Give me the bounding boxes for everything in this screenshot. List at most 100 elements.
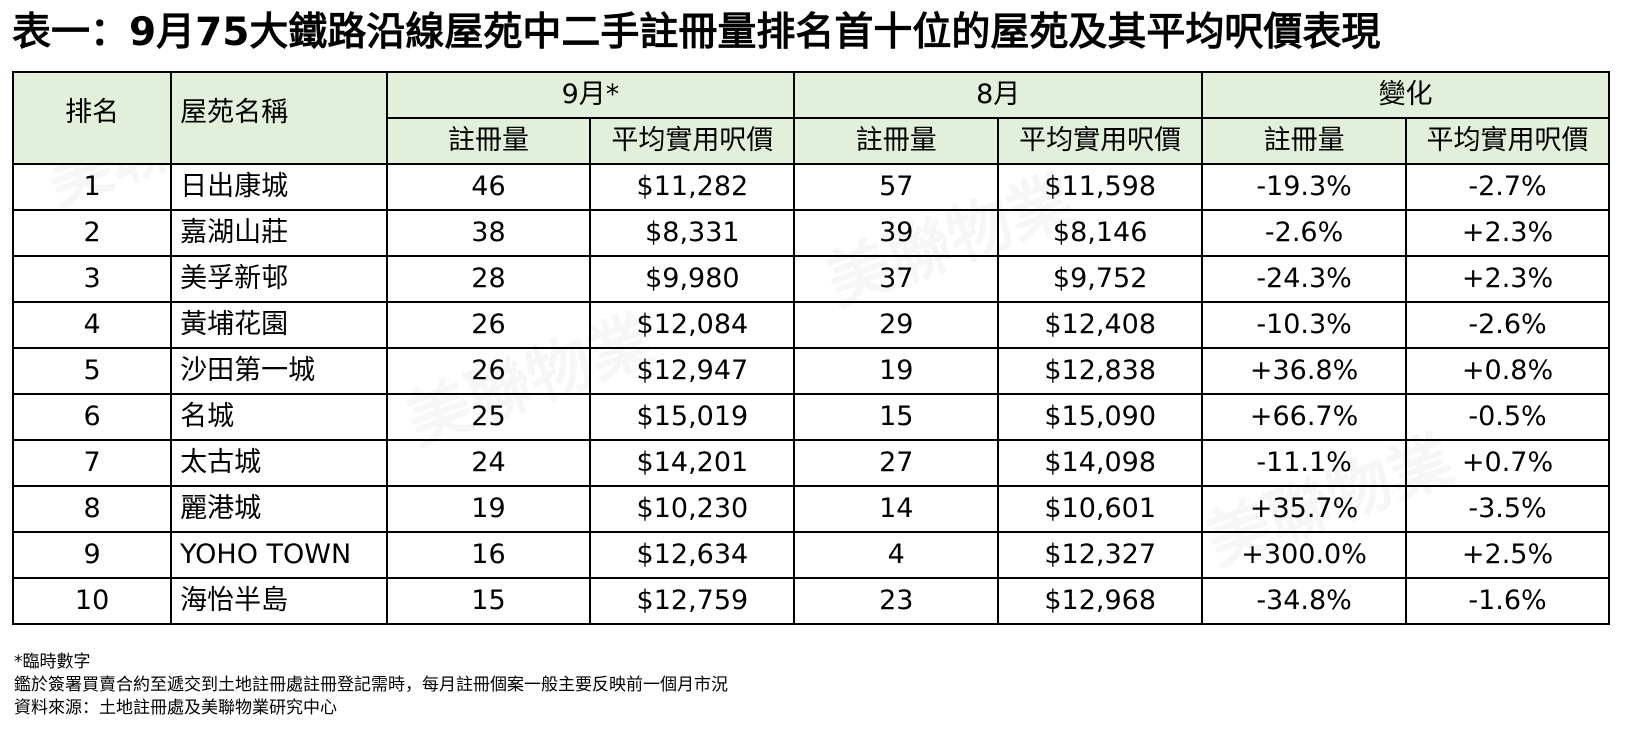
table-row: 4 黃埔花園 26 $12,084 29 $12,408 -10.3% -2.6%: [11, 301, 1610, 349]
cell-rank: 10: [11, 577, 173, 625]
cell-sep-price: $14,201: [589, 439, 796, 487]
header-aug-reg: 註冊量: [793, 117, 1000, 165]
cell-aug-price: $12,408: [997, 301, 1204, 349]
cell-sep-reg: 38: [385, 209, 592, 257]
cell-sep-price: $10,230: [589, 485, 796, 533]
cell-estate: 海怡半島: [170, 577, 388, 625]
cell-sep-price: $11,282: [589, 163, 796, 211]
ranking-table: 排名 屋苑名稱 9月* 8月 變化 註冊量 平均實用呎價 註冊量 平均實用呎價 …: [11, 71, 1610, 625]
cell-rank: 3: [11, 255, 173, 303]
cell-sep-reg: 15: [385, 577, 592, 625]
cell-chg-price: -0.5%: [1405, 393, 1610, 441]
cell-aug-price: $14,098: [997, 439, 1204, 487]
cell-rank: 7: [11, 439, 173, 487]
cell-chg-price: +0.7%: [1405, 439, 1610, 487]
cell-chg-reg: -24.3%: [1201, 255, 1408, 303]
cell-rank: 9: [11, 531, 173, 579]
cell-aug-reg: 29: [793, 301, 1000, 349]
cell-estate: 黃埔花園: [170, 301, 388, 349]
table-row: 2 嘉湖山莊 38 $8,331 39 $8,146 -2.6% +2.3%: [11, 209, 1610, 257]
cell-sep-reg: 46: [385, 163, 592, 211]
header-rank: 排名: [11, 71, 173, 165]
cell-aug-price: $15,090: [997, 393, 1204, 441]
footnote-source: 資料來源：土地註冊處及美聯物業研究中心: [14, 698, 337, 718]
cell-chg-price: +0.8%: [1405, 347, 1610, 395]
footnote-provisional: *臨時數字: [14, 652, 91, 672]
cell-aug-reg: 19: [793, 347, 1000, 395]
cell-estate: 麗港城: [170, 485, 388, 533]
cell-aug-reg: 14: [793, 485, 1000, 533]
cell-aug-reg: 23: [793, 577, 1000, 625]
cell-sep-price: $9,980: [589, 255, 796, 303]
cell-chg-price: +2.3%: [1405, 255, 1610, 303]
cell-rank: 2: [11, 209, 173, 257]
cell-sep-reg: 16: [385, 531, 592, 579]
cell-chg-reg: +35.7%: [1201, 485, 1408, 533]
cell-chg-price: +2.5%: [1405, 531, 1610, 579]
header-chg-reg: 註冊量: [1201, 117, 1408, 165]
header-aug: 8月: [793, 71, 1204, 119]
cell-aug-price: $8,146: [997, 209, 1204, 257]
cell-rank: 5: [11, 347, 173, 395]
cell-chg-price: -2.6%: [1405, 301, 1610, 349]
cell-estate: 沙田第一城: [170, 347, 388, 395]
header-aug-price: 平均實用呎價: [997, 117, 1204, 165]
table-row: 8 麗港城 19 $10,230 14 $10,601 +35.7% -3.5%: [11, 485, 1610, 533]
header-change: 變化: [1201, 71, 1610, 119]
table-row: 10 海怡半島 15 $12,759 23 $12,968 -34.8% -1.6%: [11, 577, 1610, 625]
cell-chg-reg: -11.1%: [1201, 439, 1408, 487]
page-title: 表一：9月75大鐵路沿線屋苑中二手註冊量排名首十位的屋苑及其平均呎價表現: [12, 10, 1381, 55]
cell-sep-price: $12,084: [589, 301, 796, 349]
cell-estate: 太古城: [170, 439, 388, 487]
table-row: 9 YOHO TOWN 16 $12,634 4 $12,327 +300.0% +2.5%: [11, 531, 1610, 579]
cell-aug-reg: 27: [793, 439, 1000, 487]
cell-aug-reg: 37: [793, 255, 1000, 303]
cell-estate: 嘉湖山莊: [170, 209, 388, 257]
cell-chg-reg: +300.0%: [1201, 531, 1408, 579]
cell-rank: 1: [11, 163, 173, 211]
footnotes: *臨時數字 鑑於簽署買賣合約至遞交到土地註冊處註冊登記需時，每月註冊個案一般主要…: [14, 651, 728, 720]
header-sep-reg: 註冊量: [385, 117, 592, 165]
table-row: 6 名城 25 $15,019 15 $15,090 +66.7% -0.5%: [11, 393, 1610, 441]
table-row: 5 沙田第一城 26 $12,947 19 $12,838 +36.8% +0.8%: [11, 347, 1610, 395]
cell-rank: 8: [11, 485, 173, 533]
cell-estate: YOHO TOWN: [170, 531, 388, 579]
cell-sep-price: $15,019: [589, 393, 796, 441]
cell-sep-reg: 24: [385, 439, 592, 487]
cell-chg-reg: -10.3%: [1201, 301, 1408, 349]
cell-estate: 名城: [170, 393, 388, 441]
cell-sep-reg: 28: [385, 255, 592, 303]
header-sep-price: 平均實用呎價: [589, 117, 796, 165]
cell-aug-price: $11,598: [997, 163, 1204, 211]
cell-aug-price: $12,327: [997, 531, 1204, 579]
cell-chg-reg: -2.6%: [1201, 209, 1408, 257]
header-sep: 9月*: [385, 71, 796, 119]
header-chg-price: 平均實用呎價: [1405, 117, 1610, 165]
cell-chg-price: -1.6%: [1405, 577, 1610, 625]
table-row: 7 太古城 24 $14,201 27 $14,098 -11.1% +0.7%: [11, 439, 1610, 487]
cell-sep-price: $12,634: [589, 531, 796, 579]
cell-chg-reg: -34.8%: [1201, 577, 1408, 625]
cell-chg-price: -3.5%: [1405, 485, 1610, 533]
table-row: 3 美孚新邨 28 $9,980 37 $9,752 -24.3% +2.3%: [11, 255, 1610, 303]
cell-sep-price: $12,947: [589, 347, 796, 395]
cell-rank: 6: [11, 393, 173, 441]
cell-sep-price: $12,759: [589, 577, 796, 625]
cell-estate: 美孚新邨: [170, 255, 388, 303]
cell-sep-reg: 19: [385, 485, 592, 533]
footnote-lag: 鑑於簽署買賣合約至遞交到土地註冊處註冊登記需時，每月註冊個案一般主要反映前一個月…: [14, 675, 728, 695]
header-estate: 屋苑名稱: [170, 71, 388, 165]
cell-aug-reg: 39: [793, 209, 1000, 257]
cell-sep-price: $8,331: [589, 209, 796, 257]
cell-chg-reg: +66.7%: [1201, 393, 1408, 441]
cell-aug-price: $12,838: [997, 347, 1204, 395]
cell-aug-reg: 4: [793, 531, 1000, 579]
table-row: 1 日出康城 46 $11,282 57 $11,598 -19.3% -2.7%: [11, 163, 1610, 211]
cell-estate: 日出康城: [170, 163, 388, 211]
cell-aug-price: $9,752: [997, 255, 1204, 303]
cell-aug-reg: 15: [793, 393, 1000, 441]
cell-aug-price: $12,968: [997, 577, 1204, 625]
cell-chg-price: +2.3%: [1405, 209, 1610, 257]
cell-sep-reg: 25: [385, 393, 592, 441]
cell-sep-reg: 26: [385, 347, 592, 395]
